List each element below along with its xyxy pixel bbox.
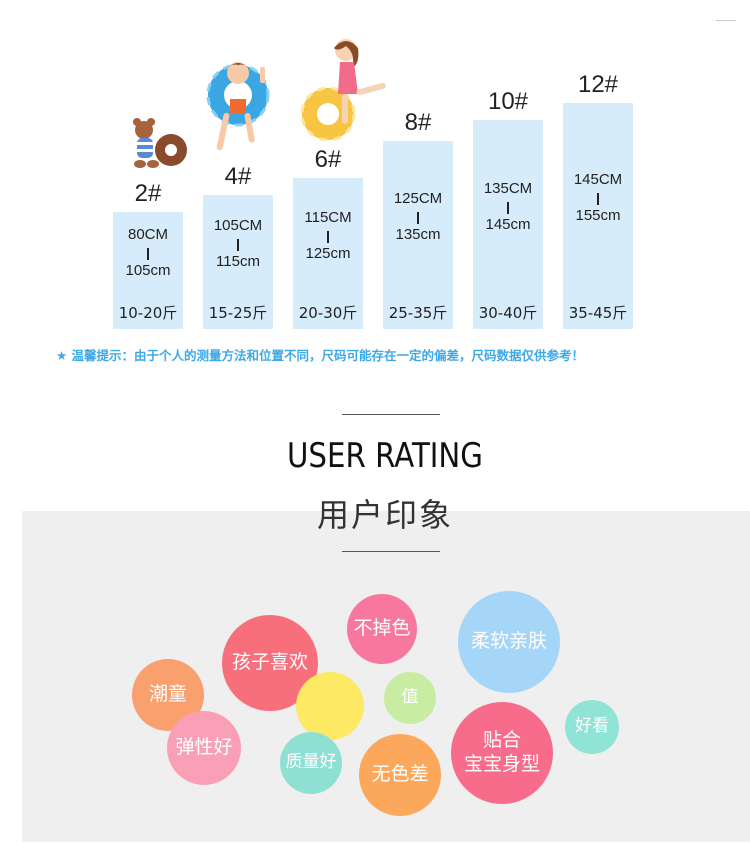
weight-range: 30-40斤: [478, 304, 538, 322]
height-max: 115cm: [216, 253, 260, 270]
impression-bubble: 贴合 宝宝身型: [451, 702, 553, 804]
impression-bubble: 质量好: [280, 732, 342, 794]
height-min: 105CM: [213, 217, 263, 234]
impression-bubble: 不掉色: [347, 594, 417, 664]
range-separator: [507, 201, 509, 214]
range-separator: [597, 193, 599, 205]
height-max: 135cm: [395, 226, 441, 243]
weight-range: 20-30斤: [298, 304, 358, 322]
weight-range: 35-45斤: [568, 304, 628, 322]
weight-range: 25-35斤: [388, 304, 448, 322]
size-label: 12#: [577, 71, 619, 98]
size-bar: 80CM 105cm 10-20斤: [113, 212, 183, 329]
title-divider-top: [342, 414, 440, 415]
height-min: 135CM: [483, 179, 533, 197]
height-max: 155cm: [575, 207, 621, 224]
size-label: 10#: [487, 88, 529, 115]
impression-bubble: 柔软亲肤: [458, 591, 560, 693]
size-note: ★ 温馨提示：由于个人的测量方法和位置不同，尺码可能存在一定的偏差，尺码数据仅供…: [56, 348, 585, 363]
size-bar: 115CM 125cm 20-30斤: [293, 178, 363, 329]
impression-bubble: 弹性好: [167, 711, 241, 785]
size-label: 6#: [314, 146, 342, 173]
height-min: 80CM: [127, 225, 168, 243]
size-bar: 105CM 115cm 15-25斤: [203, 195, 273, 329]
impression-bubble: 值: [384, 672, 436, 724]
height-min: 125CM: [393, 190, 443, 207]
height-max: 145cm: [485, 215, 531, 233]
weight-range: 10-20斤: [118, 304, 178, 322]
range-separator: [417, 212, 419, 224]
size-label: 2#: [134, 180, 162, 207]
bear-donut-illustration: [133, 118, 187, 168]
height-min: 115CM: [304, 208, 352, 226]
range-separator: [237, 239, 239, 251]
rating-title-cn: 用户印象: [316, 496, 453, 534]
impression-bubble: 好看: [565, 700, 619, 754]
range-separator: [327, 230, 329, 243]
height-max: 125cm: [305, 244, 351, 262]
size-label: 8#: [404, 109, 432, 136]
top-divider-mark: [716, 20, 736, 21]
boy-swim-ring-illustration: [206, 62, 270, 151]
girl-swim-ring-illustration: [300, 39, 386, 142]
range-separator: [147, 247, 149, 260]
impression-bubble: 无色差: [359, 734, 441, 816]
weight-range: 15-25斤: [208, 304, 268, 322]
size-label: 4#: [224, 163, 252, 190]
rating-title-en: USER RATING: [287, 436, 483, 476]
title-divider-bottom: [342, 551, 440, 552]
impression-bubble: [296, 672, 364, 740]
size-bar: 145CM 155cm 35-45斤: [563, 103, 633, 329]
height-max: 105cm: [125, 261, 171, 279]
size-bar: 135CM 145cm 30-40斤: [473, 120, 543, 329]
height-min: 145CM: [573, 171, 623, 188]
size-bar: 125CM 135cm 25-35斤: [383, 141, 453, 329]
